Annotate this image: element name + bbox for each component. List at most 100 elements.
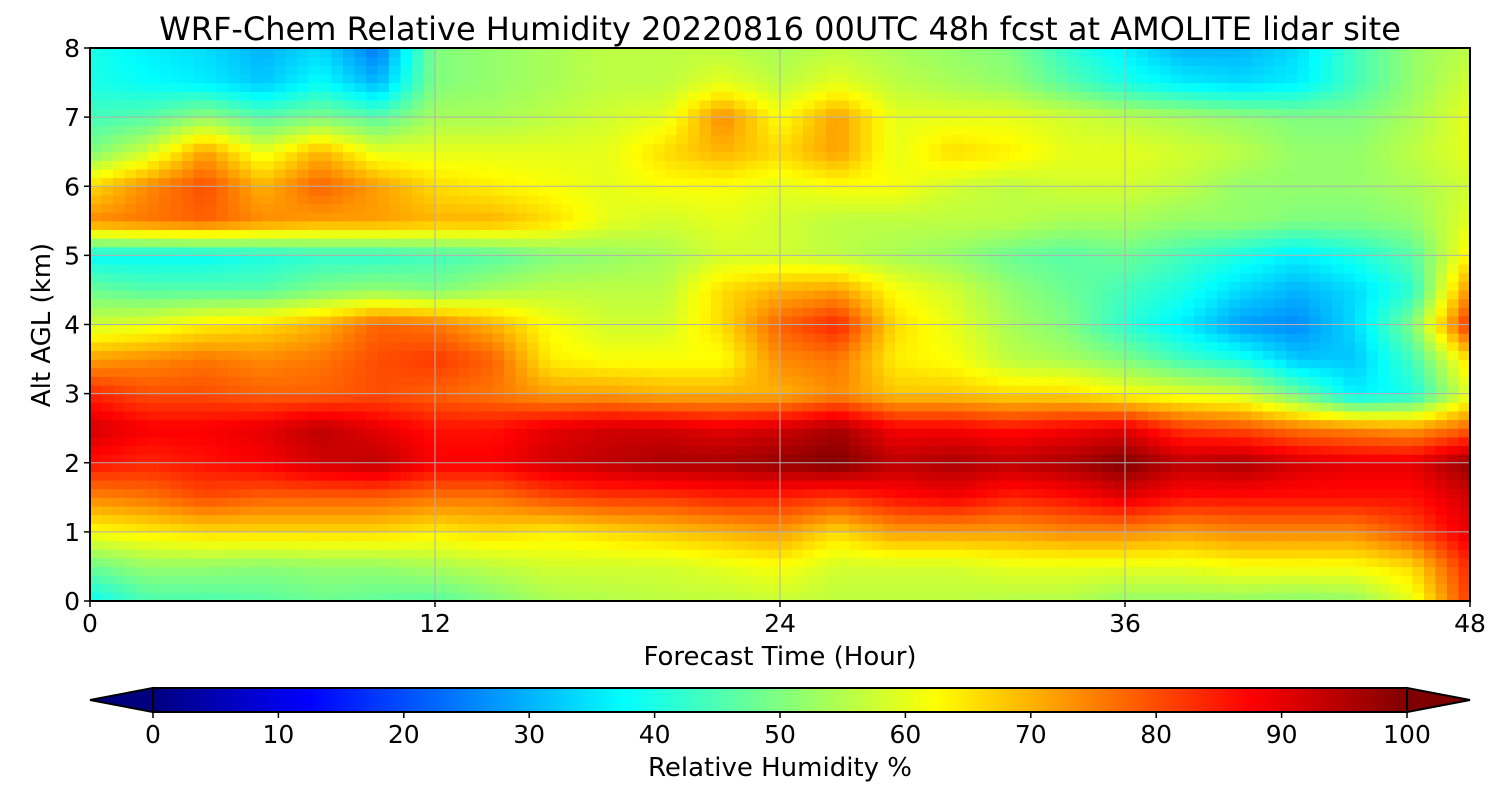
heatmap-cell — [1263, 549, 1276, 559]
heatmap-cell — [446, 583, 459, 593]
heatmap-cell — [918, 402, 931, 412]
heatmap-cell — [1067, 333, 1080, 343]
heatmap-cell — [607, 272, 620, 282]
heatmap-cell — [469, 583, 482, 593]
heatmap-cell — [814, 436, 827, 447]
heatmap-cell — [1458, 272, 1470, 282]
heatmap-cell — [538, 315, 551, 326]
heatmap-cell — [964, 462, 977, 472]
heatmap-cell — [791, 315, 804, 326]
heatmap-cell — [331, 281, 344, 291]
heatmap-cell — [1021, 549, 1034, 559]
heatmap-cell — [274, 523, 287, 533]
heatmap-cell — [205, 376, 218, 386]
heatmap-cell — [607, 393, 620, 403]
heatmap-cell — [849, 488, 862, 498]
heatmap-cell — [285, 540, 298, 550]
heatmap-cell — [1044, 540, 1057, 550]
heatmap-cell — [929, 428, 942, 438]
heatmap-cell — [918, 333, 931, 343]
heatmap-cell — [170, 540, 183, 550]
heatmap-cell — [423, 462, 436, 472]
heatmap-cell — [1125, 289, 1138, 300]
heatmap-cell — [688, 523, 701, 533]
heatmap-cell — [366, 281, 379, 291]
heatmap-cell — [814, 333, 827, 343]
heatmap-cell — [803, 488, 816, 498]
heatmap-cell — [860, 272, 873, 282]
heatmap-cell — [607, 333, 620, 343]
heatmap-cell — [757, 531, 770, 542]
heatmap-cell — [1102, 488, 1115, 498]
heatmap-cell — [331, 376, 344, 386]
heatmap-cell — [1044, 531, 1057, 542]
heatmap-cell — [757, 410, 770, 421]
heatmap-cell — [849, 246, 862, 256]
heatmap-cell — [1447, 419, 1460, 429]
heatmap-cell — [998, 549, 1011, 559]
heatmap-cell — [297, 298, 310, 308]
heatmap-cell — [895, 514, 908, 524]
heatmap-cell — [504, 315, 517, 326]
heatmap-cell — [515, 307, 528, 317]
heatmap-cell — [607, 549, 620, 559]
heatmap-cell — [228, 419, 241, 429]
heatmap-cell — [757, 298, 770, 308]
heatmap-cell — [1079, 462, 1092, 472]
heatmap-cell — [377, 350, 390, 360]
heatmap-cell — [1309, 333, 1322, 343]
heatmap-cell — [1113, 445, 1126, 455]
heatmap-cell — [1458, 376, 1470, 386]
heatmap-cell — [1044, 575, 1057, 585]
heatmap-cell — [791, 583, 804, 593]
heatmap-cell — [630, 575, 643, 585]
heatmap-cell — [1148, 315, 1161, 326]
heatmap-cell — [1435, 462, 1448, 472]
heatmap-cell — [895, 402, 908, 412]
heatmap-cell — [975, 445, 988, 455]
heatmap-cell — [1021, 350, 1034, 360]
heatmap-cell — [1251, 480, 1264, 490]
heatmap-cell — [1378, 497, 1391, 507]
heatmap-cell — [757, 497, 770, 507]
heatmap-cell — [1056, 583, 1069, 593]
heatmap-cell — [1343, 488, 1356, 498]
heatmap-cell — [1240, 281, 1253, 291]
heatmap-cell — [561, 428, 574, 438]
heatmap-cell — [458, 402, 471, 412]
heatmap-cell — [1079, 488, 1092, 498]
heatmap-cell — [1159, 264, 1172, 274]
heatmap-cell — [274, 359, 287, 369]
heatmap-cell — [274, 246, 287, 256]
heatmap-cell — [1148, 410, 1161, 421]
heatmap-cell — [159, 341, 172, 352]
heatmap-cell — [1309, 592, 1322, 601]
heatmap-cell — [596, 307, 609, 317]
heatmap-cell — [860, 471, 873, 481]
heatmap-cell — [1136, 592, 1149, 601]
heatmap-cell — [906, 359, 919, 369]
heatmap-cell — [389, 488, 402, 498]
heatmap-cell — [1389, 514, 1402, 524]
heatmap-cell — [1355, 540, 1368, 550]
heatmap-cell — [1251, 419, 1264, 429]
heatmap-cell — [1309, 488, 1322, 498]
heatmap-cell — [136, 333, 149, 343]
heatmap-cell — [90, 350, 103, 360]
heatmap-cell — [389, 367, 402, 377]
heatmap-cell — [1378, 471, 1391, 481]
heatmap-cell — [228, 307, 241, 317]
heatmap-cell — [1056, 436, 1069, 447]
heatmap-cell — [113, 298, 126, 308]
heatmap-cell — [642, 307, 655, 317]
heatmap-cell — [941, 298, 954, 308]
heatmap-cell — [722, 514, 735, 524]
heatmap-cell — [1205, 281, 1218, 291]
heatmap-cell — [1228, 281, 1241, 291]
heatmap-cell — [699, 557, 712, 568]
heatmap-cell — [331, 566, 344, 576]
heatmap-cell — [1136, 298, 1149, 308]
heatmap-cell — [354, 523, 367, 533]
heatmap-cell — [124, 505, 137, 516]
heatmap-cell — [1090, 315, 1103, 326]
